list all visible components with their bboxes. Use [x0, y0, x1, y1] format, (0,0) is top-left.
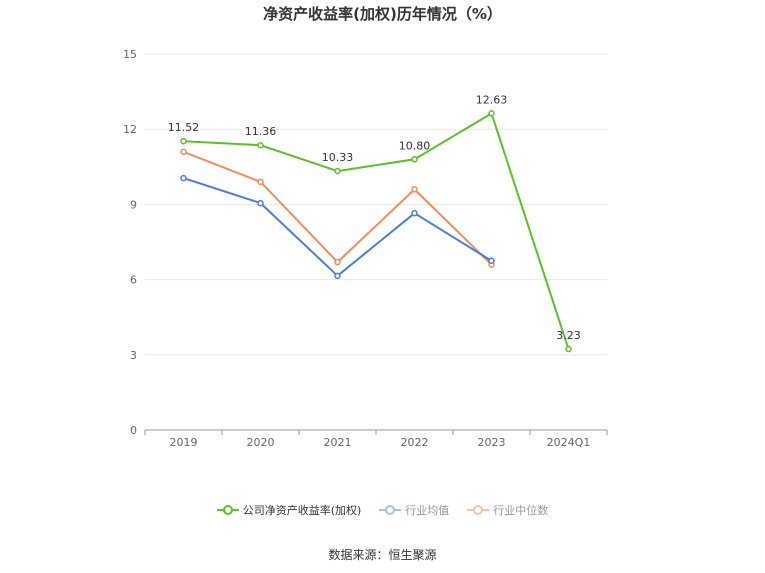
legend: 公司净资产收益率(加权) 行业均值 行业中位数: [0, 502, 765, 518]
x-tick-label: 2024Q1: [547, 436, 591, 449]
legend-item-industry-mean[interactable]: 行业均值: [379, 502, 449, 518]
data-point: [257, 178, 264, 186]
gridlines: [145, 53, 607, 356]
legend-label: 行业中位数: [493, 504, 549, 517]
data-point: [180, 148, 187, 156]
y-tick-label: 6: [130, 274, 137, 287]
data-label: 11.52: [168, 121, 200, 134]
data-point: [257, 141, 264, 149]
axes: [144, 429, 608, 435]
legend-label: 公司净资产收益率(加权): [242, 504, 362, 517]
data-label: 11.36: [245, 125, 277, 138]
data-point: [565, 345, 572, 353]
data-point: [334, 167, 341, 175]
data-point: [180, 174, 187, 182]
data-labels: 11.52 11.36 10.33 10.80 12.63 3.23: [168, 93, 581, 342]
data-point: [334, 272, 341, 280]
legend-marker-icon: [216, 505, 239, 515]
y-tick-label: 9: [130, 198, 137, 211]
data-label: 12.63: [476, 93, 508, 106]
legend-label: 行业均值: [405, 504, 450, 517]
x-tick-label: 2020: [247, 436, 275, 449]
data-point: [411, 186, 418, 193]
x-tick-label: 2021: [324, 436, 352, 449]
legend-marker-icon: [379, 505, 402, 515]
data-label: 3.23: [556, 329, 581, 342]
data-label: 10.33: [322, 151, 354, 164]
series-lines: [180, 110, 572, 353]
data-source: 数据来源：恒生聚源: [328, 548, 437, 562]
data-point: [488, 110, 495, 117]
legend-item-company[interactable]: 公司净资产收益率(加权): [216, 502, 362, 518]
x-axis-ticks: 2019 2020 2021 2022 2023 2024Q1: [170, 436, 591, 449]
data-point: [334, 258, 341, 266]
y-axis-ticks: 0 3 6 9 12 15: [123, 48, 137, 437]
y-tick-label: 3: [130, 349, 137, 362]
data-point: [488, 257, 495, 265]
series-line: [183, 112, 570, 350]
x-tick-label: 2023: [478, 436, 506, 449]
data-point: [180, 137, 187, 145]
y-tick-label: 15: [123, 48, 137, 61]
y-tick-label: 0: [130, 424, 137, 437]
x-tick-label: 2022: [401, 436, 429, 449]
data-label: 10.80: [399, 139, 431, 152]
x-tick-label: 2019: [170, 436, 198, 449]
data-point: [257, 199, 264, 207]
chart-title: 净资产收益率(加权)历年情况（%）: [263, 5, 502, 23]
y-tick-label: 12: [123, 123, 137, 136]
data-point: [411, 209, 418, 217]
legend-item-industry-median[interactable]: 行业中位数: [467, 502, 548, 518]
data-point: [411, 156, 418, 163]
legend-marker-icon: [467, 505, 490, 515]
